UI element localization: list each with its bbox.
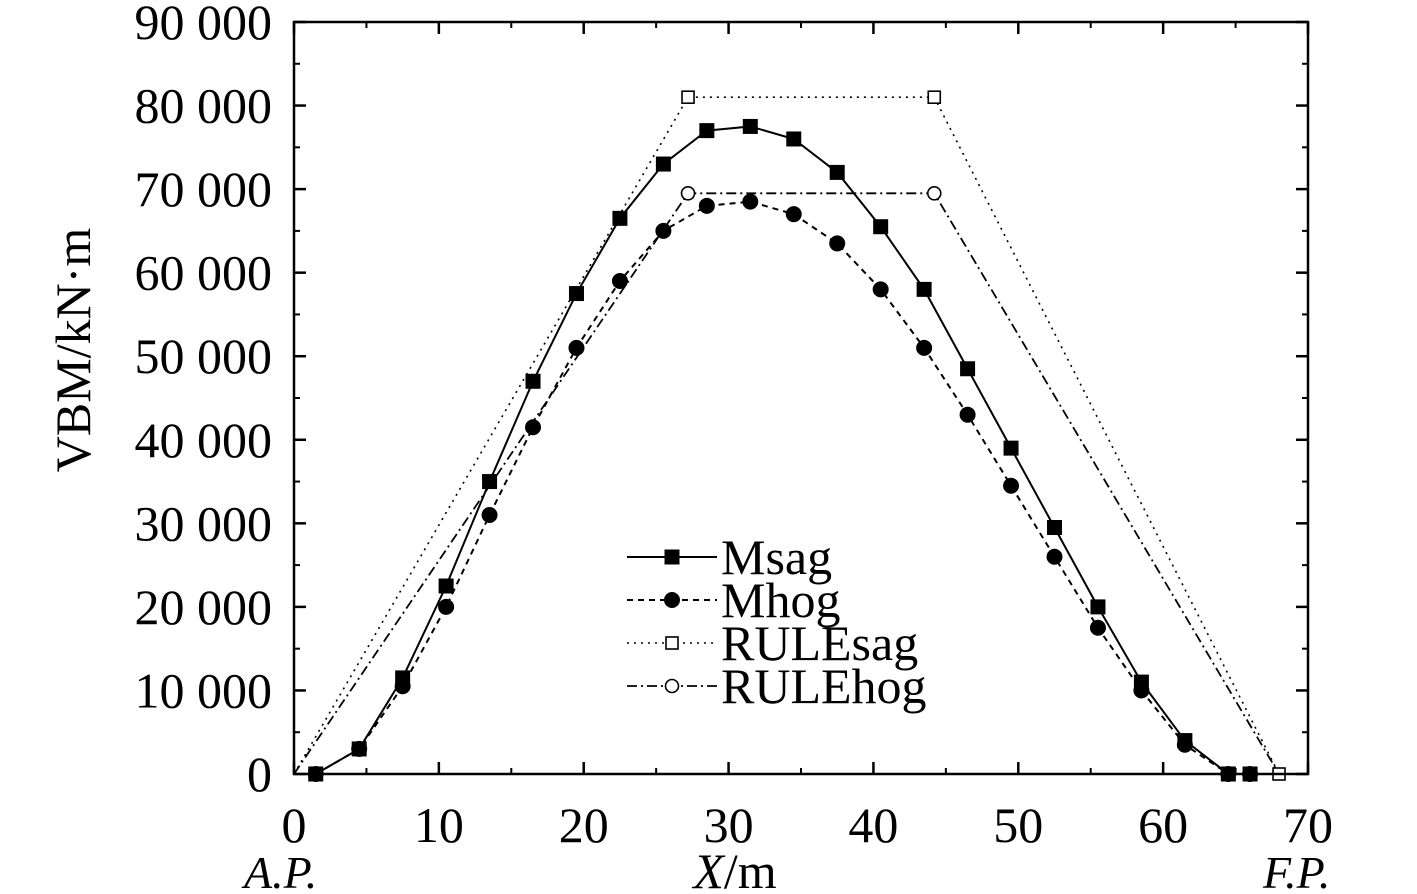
data-point-msag	[873, 219, 889, 235]
fp-label: F.P.	[1262, 847, 1330, 894]
data-point-msag	[351, 741, 367, 757]
data-point-mhog	[568, 339, 585, 356]
data-point-msag	[395, 670, 411, 686]
data-point-mhog	[785, 206, 802, 223]
y-tick-label: 0	[247, 746, 272, 802]
x-tick-label: 20	[559, 797, 609, 853]
legend-label-mhog: Mhog	[721, 572, 840, 628]
data-point-mhog	[872, 281, 889, 298]
data-point-msag	[438, 578, 454, 594]
y-axis-title: VBM/kN·m	[45, 228, 101, 473]
ap-label: A.P.	[241, 847, 317, 894]
data-point-msag	[786, 131, 802, 147]
data-point-msag	[1090, 599, 1106, 615]
x-axis-title: X/m	[691, 843, 776, 894]
data-point-msag	[482, 474, 498, 490]
legend-label-rulesag: RULEsag	[721, 615, 918, 671]
data-point-mhog	[611, 273, 628, 290]
legend-label-rulehog: RULEhog	[721, 658, 927, 714]
data-point-mhog	[1089, 619, 1106, 636]
x-axis-title-var: X	[691, 843, 726, 894]
data-point-msag	[829, 164, 845, 180]
data-point-rulehog	[680, 185, 696, 201]
legend-label-msag: Msag	[721, 529, 832, 585]
data-point-mhog	[829, 235, 846, 252]
y-tick-label: 80 000	[135, 78, 273, 134]
legend-marker-msag	[664, 549, 680, 565]
data-point-msag	[568, 286, 584, 302]
data-point-msag	[960, 361, 976, 377]
data-point-rulesag	[927, 90, 942, 104]
x-tick-label: 40	[848, 797, 898, 853]
y-tick-label: 30 000	[135, 495, 273, 551]
tick-labels: 0 10 20 30 40 50 60 70 0 10 000 20 000 30 000 40 000…	[135, 0, 1334, 853]
data-point-msag	[699, 123, 715, 139]
data-point-mhog	[438, 598, 455, 615]
y-tick-label: 60 000	[135, 245, 273, 301]
y-tick-label: 70 000	[135, 161, 273, 217]
data-point-mhog	[916, 339, 933, 356]
y-tick-label: 50 000	[135, 328, 273, 384]
data-point-msag	[1047, 520, 1062, 536]
data-point-msag	[1133, 674, 1149, 690]
legend-marker-rulesag	[665, 636, 679, 650]
data-point-msag	[612, 210, 628, 226]
data-point-mhog	[742, 193, 759, 210]
legend-marker-mhog	[664, 592, 680, 608]
data-point-mhog	[655, 222, 672, 239]
y-tick-label: 90 000	[135, 0, 273, 50]
data-point-mhog	[481, 506, 498, 523]
data-point-msag	[655, 156, 671, 172]
x-axis-title-unit: /m	[724, 843, 777, 894]
x-tick-label: 0	[282, 797, 307, 853]
data-point-mhog	[1003, 477, 1020, 494]
plot-frame	[292, 20, 1310, 776]
data-point-msag	[1177, 733, 1193, 749]
x-tick-label: 10	[414, 797, 464, 853]
data-point-mhog	[698, 197, 715, 214]
series-line-rulehog	[293, 192, 1280, 775]
legend-marker-rulehog	[664, 678, 680, 694]
data-point-rulehog	[926, 185, 942, 201]
data-point-msag	[916, 281, 932, 297]
x-tick-label: 30	[704, 797, 754, 853]
x-tick-label: 70	[1283, 797, 1333, 853]
y-tick-label: 40 000	[135, 412, 273, 468]
y-tick-label: 10 000	[135, 662, 273, 718]
y-tick-label: 20 000	[135, 579, 273, 635]
data-point-mhog	[959, 406, 976, 423]
data-point-mhog	[525, 419, 542, 436]
data-point-msag	[525, 373, 541, 389]
data-point-rulesag	[681, 90, 695, 104]
data-point-msag	[742, 118, 758, 134]
data-point-msag	[1003, 440, 1019, 456]
x-tick-label: 50	[993, 797, 1043, 853]
x-tick-label: 60	[1138, 797, 1188, 853]
data-point-mhog	[1046, 548, 1063, 565]
